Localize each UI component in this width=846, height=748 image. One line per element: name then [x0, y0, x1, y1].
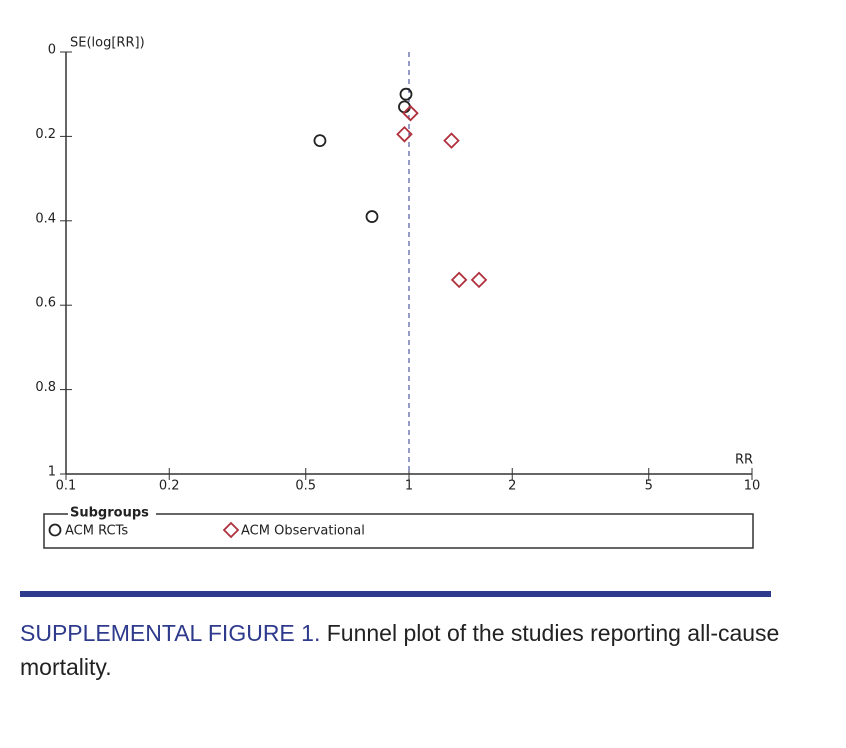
legend-title-bg — [68, 505, 156, 521]
point — [396, 126, 413, 143]
caption-label: SUPPLEMENTAL FIGURE 1. — [20, 620, 321, 646]
legend-box — [43, 513, 754, 549]
point — [399, 87, 413, 101]
legend-label: ACM RCTs — [65, 524, 128, 539]
x-axis-label: RR — [735, 453, 753, 468]
x-tick-label: 10 — [744, 479, 761, 494]
y-axis-label: SE(log[RR]) — [70, 36, 145, 51]
point — [402, 104, 419, 122]
chart: SE(log[RR]) RR Subgroups 00.20.40.60.810… — [35, 36, 761, 549]
legend-label: ACM Observational — [241, 524, 365, 539]
x-tick-label: 1 — [405, 479, 413, 494]
y-tick-label: 1 — [48, 465, 56, 480]
caption-text: Funnel plot of the studies reporting all… — [20, 620, 780, 680]
caption-bar — [20, 591, 771, 597]
y-tick-label: 0.4 — [35, 211, 56, 226]
y-tick-label: 0 — [48, 43, 56, 58]
point — [470, 271, 488, 289]
x-tick-label: 0.1 — [56, 479, 77, 494]
y-tick-label: 0.2 — [35, 127, 56, 142]
legend-marker — [222, 521, 240, 539]
x-tick-label: 2 — [508, 479, 516, 494]
point — [450, 271, 468, 289]
point — [313, 134, 327, 148]
legend-title: Subgroups — [70, 506, 149, 521]
x-tick-label: 0.2 — [159, 479, 180, 494]
legend-marker — [48, 523, 62, 537]
point — [398, 100, 411, 114]
y-tick-label: 0.8 — [35, 380, 56, 395]
caption: SUPPLEMENTAL FIGURE 1. Funnel plot of th… — [20, 616, 810, 684]
point — [365, 210, 379, 223]
point — [443, 132, 460, 149]
x-tick-label: 0.5 — [295, 479, 316, 494]
y-tick-label: 0.6 — [35, 296, 56, 311]
x-tick-label: 5 — [645, 479, 653, 494]
